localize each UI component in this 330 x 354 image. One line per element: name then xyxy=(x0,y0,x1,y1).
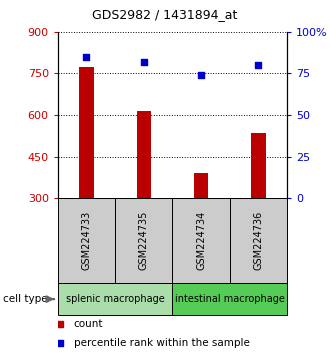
Point xyxy=(57,341,63,346)
Text: cell type: cell type xyxy=(3,294,48,304)
Bar xyxy=(194,173,208,281)
Bar xyxy=(173,198,230,283)
Point xyxy=(198,72,204,78)
Text: splenic macrophage: splenic macrophage xyxy=(66,294,164,304)
Bar xyxy=(173,283,287,315)
Text: GSM224736: GSM224736 xyxy=(253,211,263,270)
Point xyxy=(84,54,89,59)
Bar xyxy=(251,133,266,281)
Point xyxy=(57,321,63,327)
Text: percentile rank within the sample: percentile rank within the sample xyxy=(74,338,250,348)
Text: GSM224733: GSM224733 xyxy=(82,211,91,270)
Text: GDS2982 / 1431894_at: GDS2982 / 1431894_at xyxy=(92,8,238,21)
Bar xyxy=(58,198,115,283)
Text: count: count xyxy=(74,319,103,329)
Bar xyxy=(79,67,94,281)
Point xyxy=(141,59,147,65)
Bar xyxy=(137,111,151,281)
Text: intestinal macrophage: intestinal macrophage xyxy=(175,294,285,304)
Bar xyxy=(230,198,287,283)
Point xyxy=(256,62,261,68)
Text: GSM224735: GSM224735 xyxy=(139,211,149,270)
Bar xyxy=(115,198,173,283)
Text: GSM224734: GSM224734 xyxy=(196,211,206,270)
Bar xyxy=(58,283,173,315)
